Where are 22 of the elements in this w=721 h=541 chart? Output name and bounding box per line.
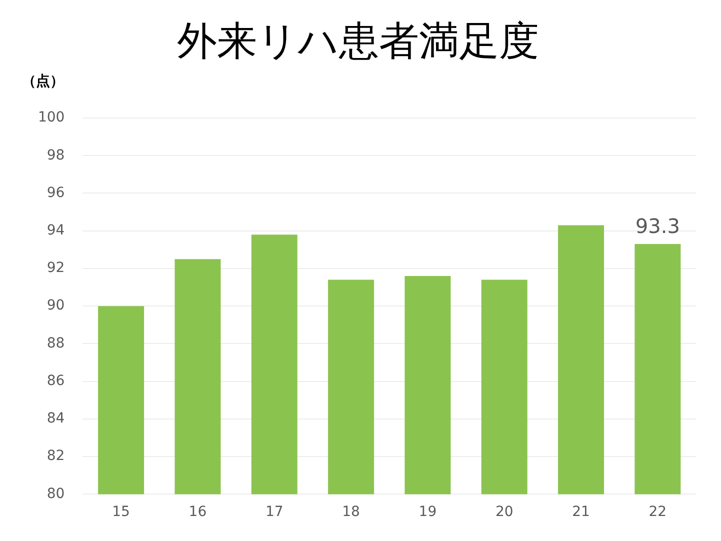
x-tick-label: 19	[418, 504, 437, 520]
y-tick-label: 90	[46, 298, 65, 314]
y-tick-label: 82	[46, 448, 65, 464]
y-tick-label: 80	[46, 486, 65, 502]
y-tick-label: 96	[46, 184, 65, 201]
x-tick-label: 21	[572, 504, 590, 520]
x-tick-label: 20	[495, 504, 514, 520]
y-tick-label: 86	[46, 372, 65, 389]
chart-title: 外来リハ患者満足度	[177, 18, 539, 64]
y-tick-label: 92	[46, 260, 65, 276]
x-tick-label: 17	[265, 504, 284, 520]
x-tick-label: 16	[188, 504, 207, 520]
y-tick-label: 100	[38, 110, 65, 126]
y-tick-label: 84	[46, 410, 65, 427]
y-tick-label: 88	[46, 335, 65, 352]
y-tick-label: 94	[46, 222, 65, 238]
y-axis-title: （点）	[22, 74, 64, 90]
data-label: 93.3	[635, 214, 680, 238]
y-tick-label: 98	[46, 147, 65, 164]
x-tick-label: 18	[342, 504, 360, 520]
x-tick-label: 22	[648, 504, 667, 520]
x-tick-label: 15	[112, 504, 130, 520]
